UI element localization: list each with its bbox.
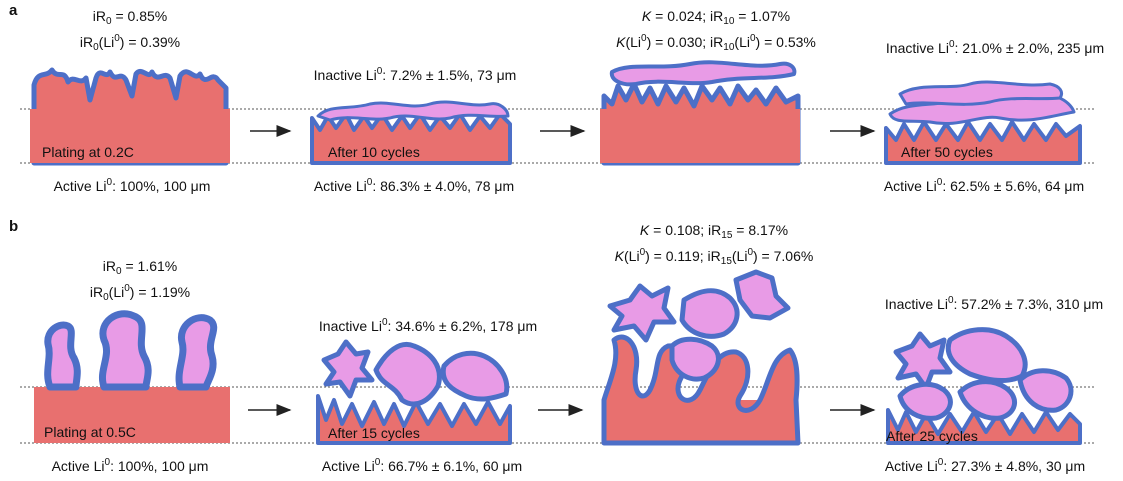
inactive-li-stat: Inactive Li0: 7.2% ± 1.5%, 73 μm — [313, 66, 517, 84]
active-li-stat: Active Li0: 27.3% ± 4.8%, 30 μm — [884, 457, 1086, 475]
stage-caption: Plating at 0.5C — [44, 424, 136, 440]
panel-label-b: b — [9, 218, 19, 235]
stage-caption: After 15 cycles — [328, 425, 420, 441]
panel-a-stage-2-after-10 — [310, 100, 512, 165]
k-ir10-stat: K = 0.024; iR10 = 1.07% — [641, 8, 791, 27]
ir0-stat: iR0 = 1.61% — [102, 258, 178, 277]
ir0-stat: iR0 = 0.85% — [92, 8, 168, 27]
panel-b-stage-1-plating — [34, 310, 230, 443]
panel-label-a: a — [9, 2, 18, 19]
inactive-li-stat: Inactive Li0: 34.6% ± 6.2%, 178 μm — [318, 317, 538, 335]
stage-caption: After 10 cycles — [328, 144, 420, 160]
active-li-stat: Active Li0: 66.7% ± 6.1%, 60 μm — [321, 457, 523, 475]
k-li-ir15-li-stat: K(Li0) = 0.119; iR15(Li0) = 7.06% — [614, 247, 814, 267]
active-li-stat: Active Li0: 100%, 100 μm — [53, 177, 211, 195]
panel-b-stage-2-after-15 — [316, 339, 512, 445]
stage-caption: After 25 cycles — [886, 428, 978, 444]
panel-a-stage-1-plating — [30, 67, 230, 166]
stage-caption: After 50 cycles — [901, 144, 993, 160]
panel-a-stage-3 — [600, 60, 801, 166]
panel-a-stage-4-after-50 — [884, 80, 1082, 165]
stage-caption: Plating at 0.2C — [42, 144, 134, 160]
active-li-stat: Active Li0: 86.3% ± 4.0%, 78 μm — [313, 177, 515, 195]
active-li-stat: Active Li0: 100%, 100 μm — [51, 457, 209, 475]
panel-b-stage-4-after-25 — [886, 327, 1082, 445]
k-ir15-stat: K = 0.108; iR15 = 8.17% — [639, 222, 789, 241]
inactive-li-stat: Inactive Li0: 21.0% ± 2.0%, 235 μm — [885, 39, 1105, 57]
ir0-li-stat: iR0(Li0) = 0.39% — [79, 33, 181, 53]
ir0-li-stat: iR0(Li0) = 1.19% — [89, 283, 191, 303]
panel-b-stage-3 — [601, 269, 801, 446]
inactive-li-stat: Inactive Li0: 57.2% ± 7.3%, 310 μm — [884, 295, 1104, 313]
k-li-ir10-li-stat: K(Li0) = 0.030; iR10(Li0) = 0.53% — [616, 33, 816, 53]
active-li-stat: Active Li0: 62.5% ± 5.6%, 64 μm — [883, 177, 1085, 195]
